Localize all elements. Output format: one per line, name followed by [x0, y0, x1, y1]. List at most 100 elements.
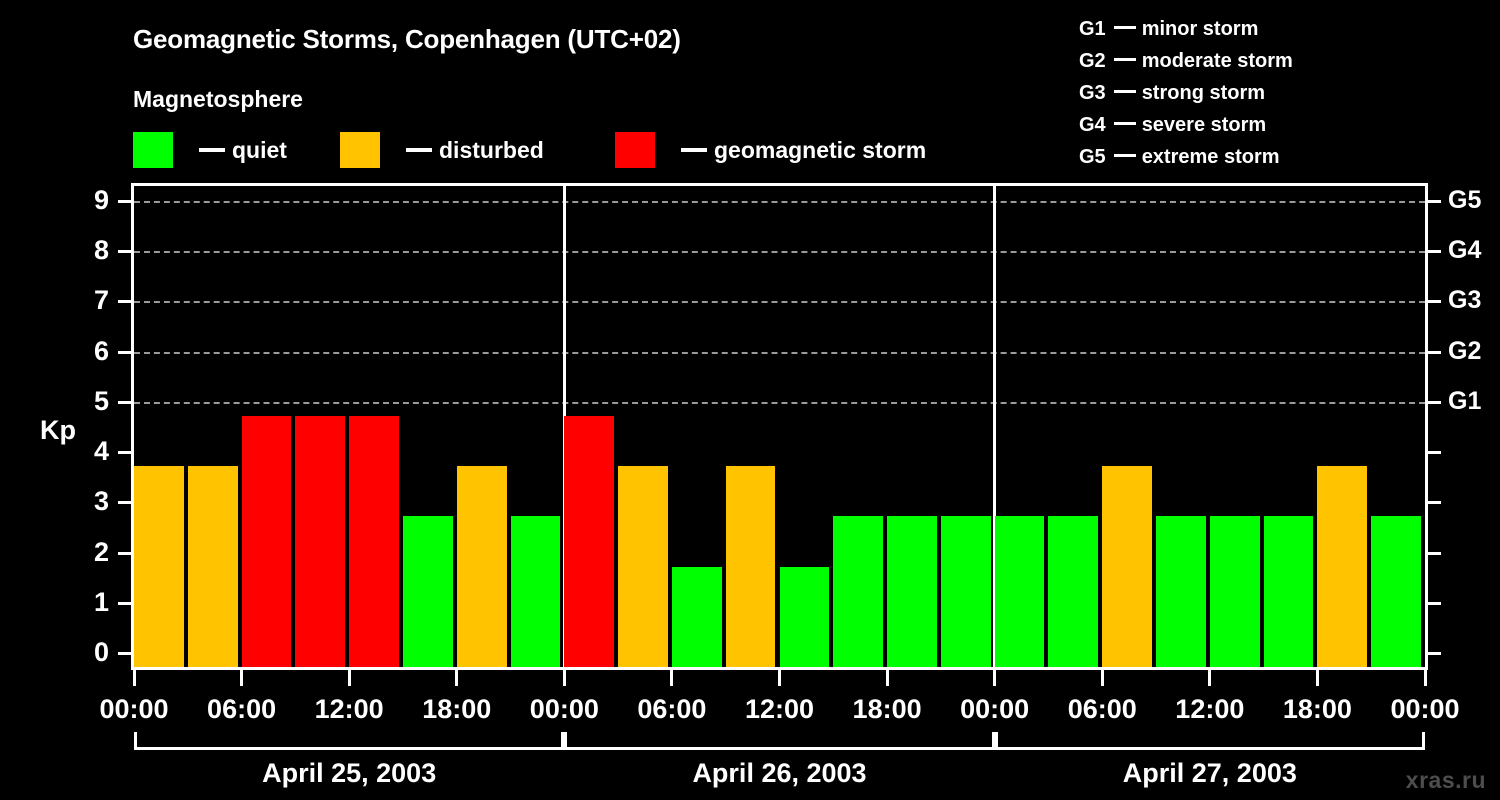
x-tick-4 [562, 670, 566, 686]
bar-kp-4[interactable] [456, 466, 507, 667]
bar-kp-3[interactable] [887, 516, 937, 667]
y-right-tick-kp-0 [1427, 652, 1441, 655]
bar-kp-2[interactable] [779, 566, 830, 667]
plot-inner [134, 186, 1425, 667]
y-tick-1 [118, 601, 132, 605]
x-tick-1 [240, 670, 244, 686]
date-bracket-line-2 [994, 747, 1425, 750]
bar-kp-5[interactable] [241, 415, 292, 667]
g-legend-code: G3 [1079, 82, 1106, 104]
bar-kp-3[interactable] [940, 516, 991, 667]
x-tick-label-4: 00:00 [529, 694, 599, 724]
date-bracket-line-1 [564, 747, 995, 750]
y-tick-label-4: 4 [93, 436, 109, 467]
gridline-kp-8 [134, 251, 1425, 254]
legend-label: quiet [232, 136, 287, 163]
gridline-kp-5 [134, 401, 1425, 404]
y-right-tick-kp-7 [1427, 300, 1441, 304]
legend-dash-icon [406, 148, 432, 152]
g-legend-row-g5: G5 extreme storm [1079, 141, 1293, 173]
date-bracket-tick [991, 732, 995, 747]
red-swatch [615, 132, 655, 168]
legend-label: disturbed [439, 136, 544, 163]
day-separator-2 [993, 186, 997, 667]
y-tick-label-2: 2 [93, 536, 109, 567]
bar-kp-2[interactable] [671, 566, 722, 667]
g-legend-row-g2: G2 moderate storm [1079, 45, 1293, 77]
y-tick-label-0: 0 [93, 637, 109, 667]
x-tick-2 [347, 670, 351, 686]
x-tick-label-5: 06:00 [637, 694, 707, 724]
date-label-1: April 26, 2003 [692, 758, 867, 788]
x-tick-label-6: 12:00 [744, 694, 815, 724]
x-tick-label-7: 18:00 [852, 694, 922, 724]
y-tick-5 [118, 400, 132, 404]
bar-kp-3[interactable] [510, 516, 561, 667]
section-title: Magnetosphere [133, 86, 303, 112]
date-label-0: April 25, 2003 [262, 758, 437, 788]
legend-item-quiet: quiet [133, 130, 287, 170]
g-legend-description: minor storm [1141, 18, 1259, 40]
x-tick-3 [455, 670, 459, 686]
green-swatch [133, 132, 173, 168]
bar-kp-3[interactable] [833, 516, 884, 667]
g-legend-dash-icon [1113, 122, 1136, 125]
y-tick-label-5: 5 [93, 385, 109, 416]
g-legend-description: moderate storm [1141, 50, 1293, 72]
g-legend-dash-icon [1113, 26, 1136, 29]
bar-kp-4[interactable] [618, 466, 668, 667]
gridline-kp-6 [134, 351, 1425, 354]
plot-area [131, 183, 1428, 670]
y-tick-label-8: 8 [93, 235, 109, 266]
legend-label: geomagnetic storm [714, 136, 927, 163]
x-tick-label-12: 00:00 [1390, 694, 1460, 724]
g-legend-row-g4: G4 severe storm [1079, 109, 1293, 141]
y-tick-4 [118, 451, 132, 455]
orange-swatch [340, 132, 380, 168]
y-right-label-g5: G5 [1448, 186, 1482, 214]
g-legend-dash-icon [1113, 58, 1136, 61]
y-right-tick-kp-1 [1427, 601, 1441, 605]
bar-kp-5[interactable] [295, 415, 346, 667]
y-right-tick-kp-4 [1427, 451, 1441, 455]
bar-kp-4[interactable] [187, 466, 238, 667]
bar-kp-3[interactable] [994, 516, 1045, 667]
bar-kp-3[interactable] [1263, 516, 1314, 667]
g-legend-row-g1: G1 minor storm [1079, 13, 1293, 45]
y-right-label-g2: G2 [1448, 336, 1482, 365]
gridline-kp-7 [134, 301, 1425, 304]
x-tick-label-8: 00:00 [960, 694, 1030, 724]
y-right-tick-kp-2 [1427, 551, 1441, 555]
y-tick-2 [118, 551, 132, 555]
bar-kp-5[interactable] [349, 415, 399, 667]
y-axis-title: Kp [40, 415, 76, 445]
bar-kp-4[interactable] [1317, 466, 1368, 667]
bar-kp-3[interactable] [402, 516, 453, 667]
g-legend-description: extreme storm [1141, 146, 1280, 168]
g-scale-legend: G1 minor storm G2 moderate storm G3 strong st… [1079, 13, 1293, 173]
date-label-2: April 27, 2003 [1122, 758, 1297, 788]
g-legend-dash-icon [1113, 90, 1136, 93]
bar-kp-3[interactable] [1156, 516, 1206, 667]
bar-kp-3[interactable] [1048, 516, 1099, 667]
bar-kp-3[interactable] [1209, 516, 1260, 667]
y-tick-label-3: 3 [93, 486, 109, 517]
bar-kp-4[interactable] [1102, 466, 1153, 667]
y-tick-0 [118, 652, 132, 655]
bar-kp-4[interactable] [725, 466, 776, 667]
g-legend-code: G4 [1079, 114, 1106, 136]
g-legend-dash-icon [1113, 154, 1136, 157]
date-bracket-tick [994, 732, 998, 747]
y-right-tick-kp-3 [1427, 501, 1441, 505]
legend-dash-icon [199, 148, 225, 152]
g-legend-code: G1 [1079, 18, 1106, 40]
y-right-tick-kp-6 [1427, 350, 1441, 354]
y-tick-label-1: 1 [93, 586, 109, 617]
watermark: xras.ru [1405, 767, 1486, 793]
y-tick-label-9: 9 [93, 185, 109, 215]
x-tick-8 [993, 670, 997, 686]
bar-kp-4[interactable] [134, 466, 184, 667]
bar-kp-5[interactable] [564, 415, 615, 667]
bar-kp-3[interactable] [1371, 516, 1421, 667]
